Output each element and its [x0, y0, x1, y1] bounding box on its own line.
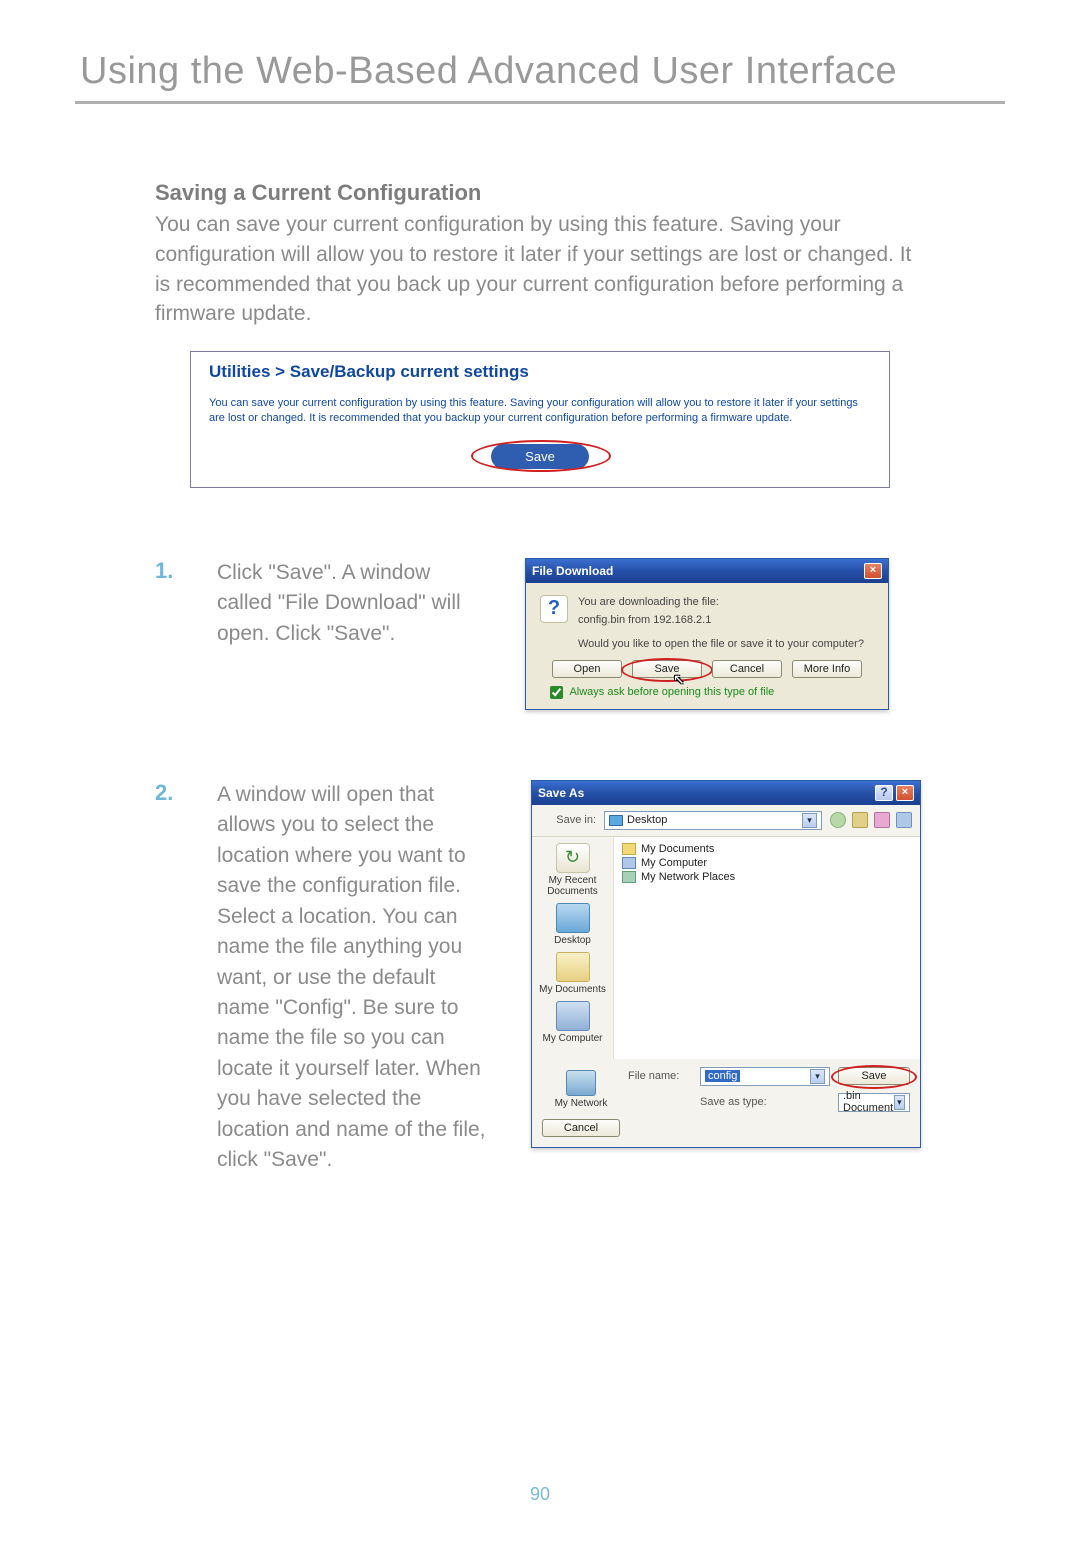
save-row: Save	[209, 444, 871, 469]
dropdown-icon[interactable]: ▾	[810, 1069, 825, 1084]
save-button[interactable]: Save	[491, 444, 589, 469]
step-2: 2. A window will open that allows you to…	[155, 780, 925, 1176]
mycomp-icon	[556, 1001, 590, 1031]
step-text: A window will open that allows you to se…	[217, 780, 503, 1176]
computer-icon	[622, 857, 636, 869]
save-button[interactable]: Save ↖	[632, 660, 702, 678]
always-ask-checkbox[interactable]: Always ask before opening this type of f…	[550, 686, 774, 698]
place-label: My Documents	[539, 984, 606, 995]
filename-input[interactable]: config ▾	[700, 1067, 830, 1086]
more-info-button[interactable]: More Info	[792, 660, 862, 678]
dropdown-icon[interactable]: ▾	[802, 813, 817, 828]
page-title: Using the Web-Based Advanced User Interf…	[75, 50, 1005, 93]
save-button-label: Save	[861, 1070, 886, 1082]
file-download-dialog: File Download × ? You are downloading th…	[525, 558, 889, 710]
checkbox-input[interactable]	[550, 686, 563, 699]
place-label: My Recent Documents	[547, 875, 598, 897]
place-label: My Computer	[542, 1033, 602, 1044]
back-icon[interactable]	[830, 812, 846, 828]
section-body: You can save your current configuration …	[155, 210, 925, 329]
place-label: Desktop	[554, 935, 591, 946]
toolbar-icons	[830, 812, 912, 828]
folder-icon	[609, 815, 623, 826]
savein-combo[interactable]: Desktop ▾	[604, 811, 822, 830]
folder-icon	[622, 843, 636, 855]
item-label: My Network Places	[641, 871, 735, 883]
item-label: My Documents	[641, 843, 714, 855]
list-item[interactable]: My Network Places	[622, 871, 912, 883]
place-desktop[interactable]: Desktop	[536, 903, 609, 946]
breadcrumb: Utilities > Save/Backup current settings	[209, 362, 871, 382]
place-mycomp[interactable]: My Computer	[536, 1001, 609, 1044]
step-text: Click "Save". A window called "File Down…	[217, 558, 497, 649]
dialog-message-row: ? You are downloading the file: config.b…	[540, 595, 874, 626]
up-icon[interactable]	[852, 812, 868, 828]
filename-label: File name:	[628, 1070, 692, 1082]
dialog-title: File Download	[532, 564, 613, 578]
save-as-toolbar: Save in: Desktop ▾	[532, 805, 920, 837]
save-button-label: Save	[525, 449, 555, 464]
checkbox-label: Always ask before opening this type of f…	[569, 686, 774, 698]
saveas-type-value: .bin Document	[843, 1090, 894, 1114]
title-rule	[75, 101, 1005, 104]
download-filename: config.bin from 192.168.2.1	[578, 614, 719, 626]
close-button[interactable]: ×	[896, 785, 914, 801]
section-heading: Saving a Current Configuration	[155, 180, 925, 206]
dialog-button-row: Open Save ↖ Cancel More Info	[540, 660, 874, 678]
item-label: My Computer	[641, 857, 707, 869]
page-number: 90	[0, 1484, 1080, 1505]
cursor-icon: ↖	[673, 671, 685, 688]
desktop-icon	[556, 903, 590, 933]
file-listing[interactable]: My Documents My Computer My Network Plac…	[614, 837, 920, 1059]
utilities-panel: Utilities > Save/Backup current settings…	[190, 351, 890, 488]
places-bar: ↻ My Recent Documents Desktop My Documen…	[532, 837, 614, 1059]
dialog-titlebar: File Download ×	[526, 559, 888, 583]
question-icon: ?	[540, 595, 568, 623]
place-mynet[interactable]: My Network	[542, 1070, 620, 1109]
file-download-dialog-wrap: File Download × ? You are downloading th…	[525, 558, 889, 710]
step-1: 1. Click "Save". A window called "File D…	[155, 558, 925, 710]
place-label: My Network	[555, 1098, 608, 1109]
dialog-body: ? You are downloading the file: config.b…	[526, 583, 888, 709]
step-number: 2.	[155, 780, 189, 806]
save-as-main: ↻ My Recent Documents Desktop My Documen…	[532, 837, 920, 1059]
download-prompt: Would you like to open the file or save …	[578, 638, 874, 650]
titlebar-tools: ? ×	[875, 785, 914, 801]
list-item[interactable]: My Documents	[622, 843, 912, 855]
save-button[interactable]: Save	[838, 1067, 910, 1085]
close-button[interactable]: ×	[864, 563, 882, 579]
saveas-type-label: Save as type:	[700, 1096, 830, 1108]
open-button[interactable]: Open	[552, 660, 622, 678]
help-button[interactable]: ?	[875, 785, 893, 801]
network-icon	[566, 1070, 596, 1096]
place-recent[interactable]: ↻ My Recent Documents	[536, 843, 609, 897]
save-as-bottom: My Network File name: config ▾ Save Save…	[532, 1059, 920, 1147]
download-message: You are downloading the file:	[578, 595, 719, 611]
savein-value: Desktop	[627, 814, 667, 826]
new-folder-icon[interactable]	[874, 812, 890, 828]
filename-value: config	[705, 1070, 740, 1082]
saveas-type-input[interactable]: .bin Document ▾	[838, 1093, 910, 1112]
save-as-dialog: Save As ? × Save in: Desktop ▾	[531, 780, 921, 1148]
cancel-button[interactable]: Cancel	[712, 660, 782, 678]
savein-label: Save in:	[540, 814, 596, 826]
utilities-description: You can save your current configuration …	[209, 396, 871, 426]
views-icon[interactable]	[896, 812, 912, 828]
place-mydocs[interactable]: My Documents	[536, 952, 609, 995]
dialog-title: Save As	[538, 786, 584, 800]
step-number: 1.	[155, 558, 189, 584]
dialog-titlebar: Save As ? ×	[532, 781, 920, 805]
recent-icon: ↻	[556, 843, 590, 873]
save-as-dialog-wrap: Save As ? × Save in: Desktop ▾	[531, 780, 921, 1148]
mydocs-icon	[556, 952, 590, 982]
content-area: Saving a Current Configuration You can s…	[75, 180, 1005, 1176]
dropdown-icon[interactable]: ▾	[894, 1095, 905, 1110]
network-icon	[622, 871, 636, 883]
list-item[interactable]: My Computer	[622, 857, 912, 869]
cancel-button[interactable]: Cancel	[542, 1119, 620, 1137]
